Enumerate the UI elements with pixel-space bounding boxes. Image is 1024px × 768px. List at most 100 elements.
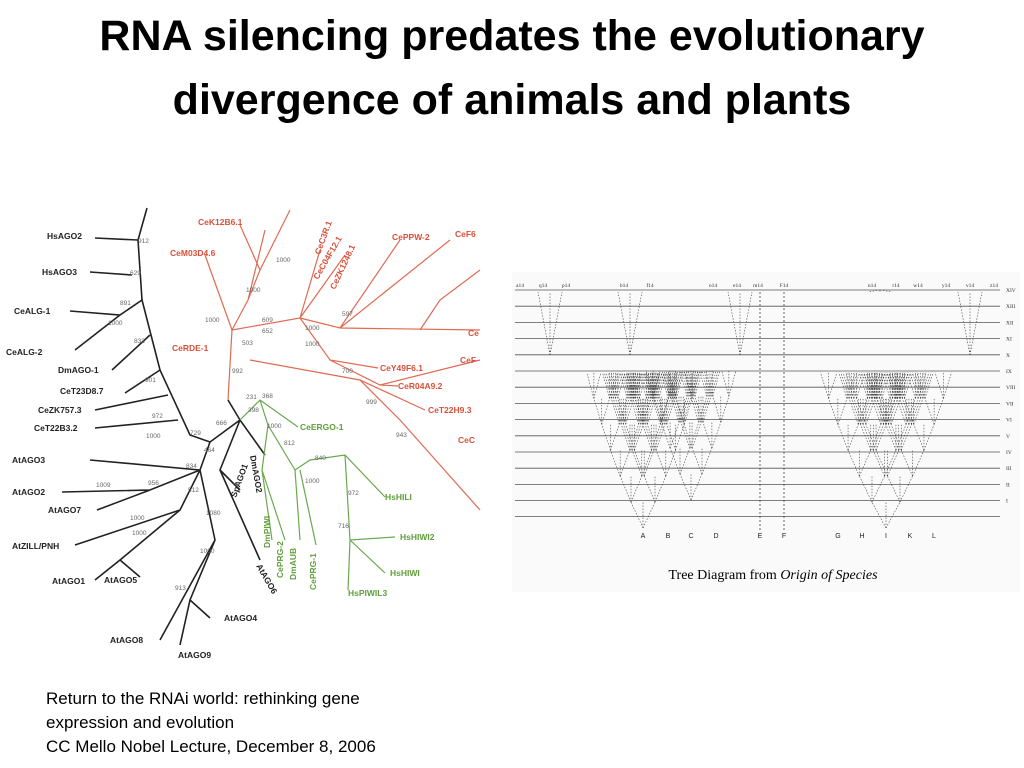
species-label: A [641,533,646,540]
branch [674,370,683,397]
top-label: m14 [753,283,763,289]
branch [665,372,673,399]
generation-label: II [1006,482,1010,488]
branch [871,501,887,529]
leaf-label: Ce [468,328,479,338]
species-label: E [758,533,763,540]
top-label: v14 [966,283,975,289]
top-label: e14 [733,283,741,289]
generation-label: V [1006,434,1010,440]
branch [721,370,730,397]
support-value: 999 [366,399,377,406]
branch [694,370,703,397]
support-value: 1000 [132,530,147,537]
support-value: 652 [262,328,273,335]
citation-line: Return to the RNAi world: rethinking gen… [46,689,360,708]
species-label: D [713,533,718,540]
branch [602,372,610,399]
species-label: C [688,533,693,540]
leaf-label: HsHILI [385,492,412,502]
top-label: F14 [780,283,789,289]
branch [681,370,690,397]
support-value: 834 [186,463,197,470]
branch [632,372,640,399]
species-label: F [782,533,786,540]
leaf-label: CeF6 [455,229,476,239]
branch [683,370,692,397]
figure-background [512,272,1020,592]
branch [712,370,721,397]
support-value: 1000 [130,515,145,522]
branch [710,370,719,397]
branch [626,372,634,399]
leaf-label: AtAGO4 [224,613,257,623]
branch [701,370,710,397]
branch [643,372,651,399]
support-value: 992 [232,368,243,375]
support-value: 464 [204,447,215,454]
branch [684,372,693,399]
species-label: I [885,533,887,540]
leaf-label: AtAGO1 [52,576,85,586]
branch [629,372,638,399]
support-value: 1080 [206,510,221,517]
branch [611,372,619,399]
leaf-label: CePPW-2 [392,232,430,242]
branch [885,501,901,529]
support-value: 609 [262,317,273,324]
citation-line: expression and evolution [46,713,234,732]
support-value: 1000 [305,325,320,332]
support-value: 1009 [96,482,111,489]
leaf-label: CePRG-2 [275,541,285,578]
red-branches [204,209,481,511]
generation-label: VII [1006,401,1014,407]
caption-emphasis: Origin of Species [780,568,878,583]
leaf-label: CeALG-2 [6,347,43,357]
species-label: G [835,533,840,540]
support-value: 812 [284,440,295,447]
branch [641,372,649,399]
branch [608,372,616,399]
top-label: o14 [709,283,718,289]
support-value: 1000 [146,433,161,440]
generation-label: XIII [1006,304,1016,310]
branch [887,476,901,503]
branch [705,370,714,397]
branch [728,370,737,397]
top-label: p14 [562,283,571,289]
support-value: 943 [396,432,407,439]
support-value: 913 [175,585,186,592]
branch [651,372,660,399]
branch [635,372,643,399]
leaf-label: HsHIWI2 [400,532,435,542]
citation-line: CC Mello Nobel Lecture, December 8, 2006 [46,737,376,756]
leaf-label: HsHIWI [390,568,420,578]
leaf-label: CeR04A9.2 [398,381,443,391]
branch [663,370,672,397]
phylogeny-figure: HsAGO2 HsAGO3 CeALG-1 CeALG-2 DmAGO-1 CeT23D8… [6,207,481,660]
top-label: b14 [620,283,629,289]
leaf-label: CeALG-1 [14,306,51,316]
support-value: 512 [188,487,199,494]
support-value: 1000 [276,257,291,264]
generation-label: III [1006,466,1012,472]
branch [647,372,656,399]
leaf-label: CeERGO-1 [300,422,344,432]
branch [649,372,658,399]
branch [879,289,893,293]
leaf-label: AtAGO8 [110,635,143,645]
support-value: 503 [242,340,253,347]
support-value: 1000 [305,341,320,348]
top-label: z14 [990,283,998,289]
branch [605,372,614,399]
branch [676,372,684,399]
top-label: a14 [516,283,524,289]
leaf-label: CeT23D8.7 [60,386,104,396]
top-label: n14 [868,283,877,289]
branch [899,476,913,503]
support-value: 1000 [246,287,261,294]
branch [687,370,696,397]
support-value: 231 [246,394,257,401]
